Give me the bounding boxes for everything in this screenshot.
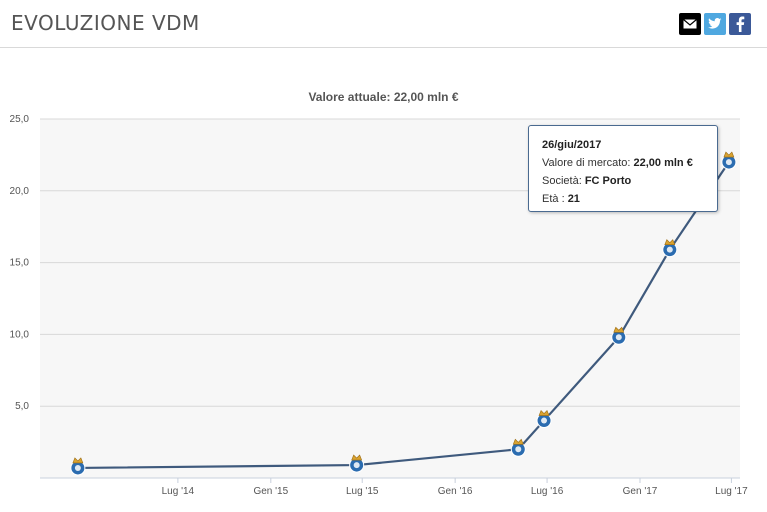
y-tick-label: 20,0 [10,186,30,197]
x-tick-label: Lug '14 [162,486,195,497]
x-tick-label: Gen '17 [623,486,658,497]
data-point-marker [721,151,737,170]
x-tick-label: Gen '15 [253,486,288,497]
data-point-marker [536,410,552,429]
tooltip-date: 26/giu/2017 [542,139,602,151]
tooltip-value-label: Valore di mercato: [542,157,631,169]
twitter-icon[interactable] [704,13,726,35]
mail-icon[interactable] [679,13,701,35]
x-tick-label: Gen '16 [438,486,473,497]
tooltip-club-label: Società: [542,175,582,187]
x-tick-label: Lug '15 [346,486,379,497]
tooltip-age-label: Età : [542,193,565,205]
y-tick-label: 25,0 [10,114,30,125]
y-tick-label: 15,0 [10,258,30,269]
x-tick-label: Lug '16 [531,486,564,497]
page-title: EVOLUZIONE VDM [11,11,200,35]
data-point-marker [611,326,627,345]
tooltip-value: 22,00 mln € [633,157,693,169]
chart-title: Valore attuale: 22,00 mln € [308,90,459,104]
data-point-marker [70,457,86,476]
data-point-marker [510,438,526,457]
data-point-marker [662,239,678,258]
tooltip-club: FC Porto [584,175,632,187]
data-point-marker [349,454,365,473]
chart-tooltip: 26/giu/2017 Valore di mercato: 22,00 mln… [528,125,718,212]
header: EVOLUZIONE VDM [0,0,767,48]
facebook-icon[interactable] [729,13,751,35]
x-tick-label: Lug '17 [715,486,748,497]
y-tick-label: 5,0 [15,401,29,412]
tooltip-age: 21 [567,193,580,205]
y-tick-label: 10,0 [10,329,30,340]
